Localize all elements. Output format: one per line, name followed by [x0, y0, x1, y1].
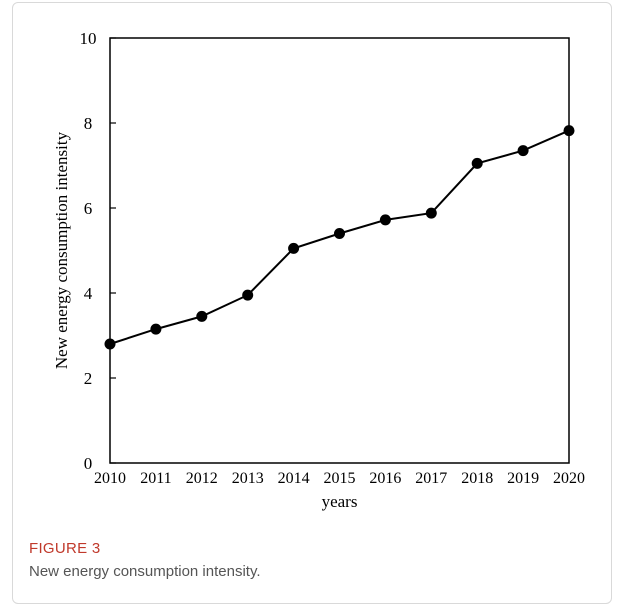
y-tick-label: 4: [84, 284, 93, 303]
figure-frame: [12, 2, 612, 604]
data-point: [104, 338, 116, 350]
data-point: [150, 323, 162, 335]
y-tick-label: 0: [84, 454, 93, 473]
x-tick-label: 2017: [415, 470, 447, 487]
data-point: [563, 125, 575, 137]
data-point: [517, 145, 529, 157]
x-tick-label: 2016: [369, 470, 401, 487]
x-tick-label: 2013: [232, 470, 264, 487]
x-axis: 2010 2011 2012 2013 2014 2015 2016 2017 2018 2019…: [94, 470, 585, 487]
x-tick-label: 2014: [278, 470, 310, 487]
y-tick-label: 2: [84, 369, 93, 388]
y-tick-label: 6: [84, 199, 93, 218]
x-tick-label: 2018: [461, 470, 493, 487]
data-point: [425, 207, 437, 219]
figure-caption-text: New energy consumption intensity.: [29, 563, 261, 580]
data-point: [379, 214, 391, 226]
x-tick-label: 2011: [140, 470, 171, 487]
y-axis-label: New energy consumption intensity: [52, 131, 71, 369]
data-point: [471, 157, 483, 169]
data-point: [196, 310, 208, 322]
x-tick-label: 2020: [553, 470, 585, 487]
line-chart: 0 2 4 6 8 10 2010 2011 2012 2013 2014 2015 2016 2017…: [52, 29, 585, 511]
series-points: [104, 125, 575, 350]
data-point: [242, 289, 254, 301]
plot-area: [109, 37, 570, 464]
x-tick-label: 2015: [324, 470, 356, 487]
y-tick-label: 8: [84, 114, 93, 133]
figure-label: FIGURE 3: [29, 540, 101, 557]
x-axis-label: years: [322, 492, 358, 511]
y-tick-label: 10: [80, 29, 97, 48]
data-point: [334, 228, 345, 239]
x-tick-label: 2012: [186, 470, 218, 487]
figure-caption: FIGURE 3 New energy consumption intensit…: [29, 539, 589, 583]
y-axis: 0 2 4 6 8 10: [80, 29, 116, 473]
data-point: [288, 242, 300, 254]
x-tick-label: 2019: [507, 470, 539, 487]
x-tick-label: 2010: [94, 470, 126, 487]
